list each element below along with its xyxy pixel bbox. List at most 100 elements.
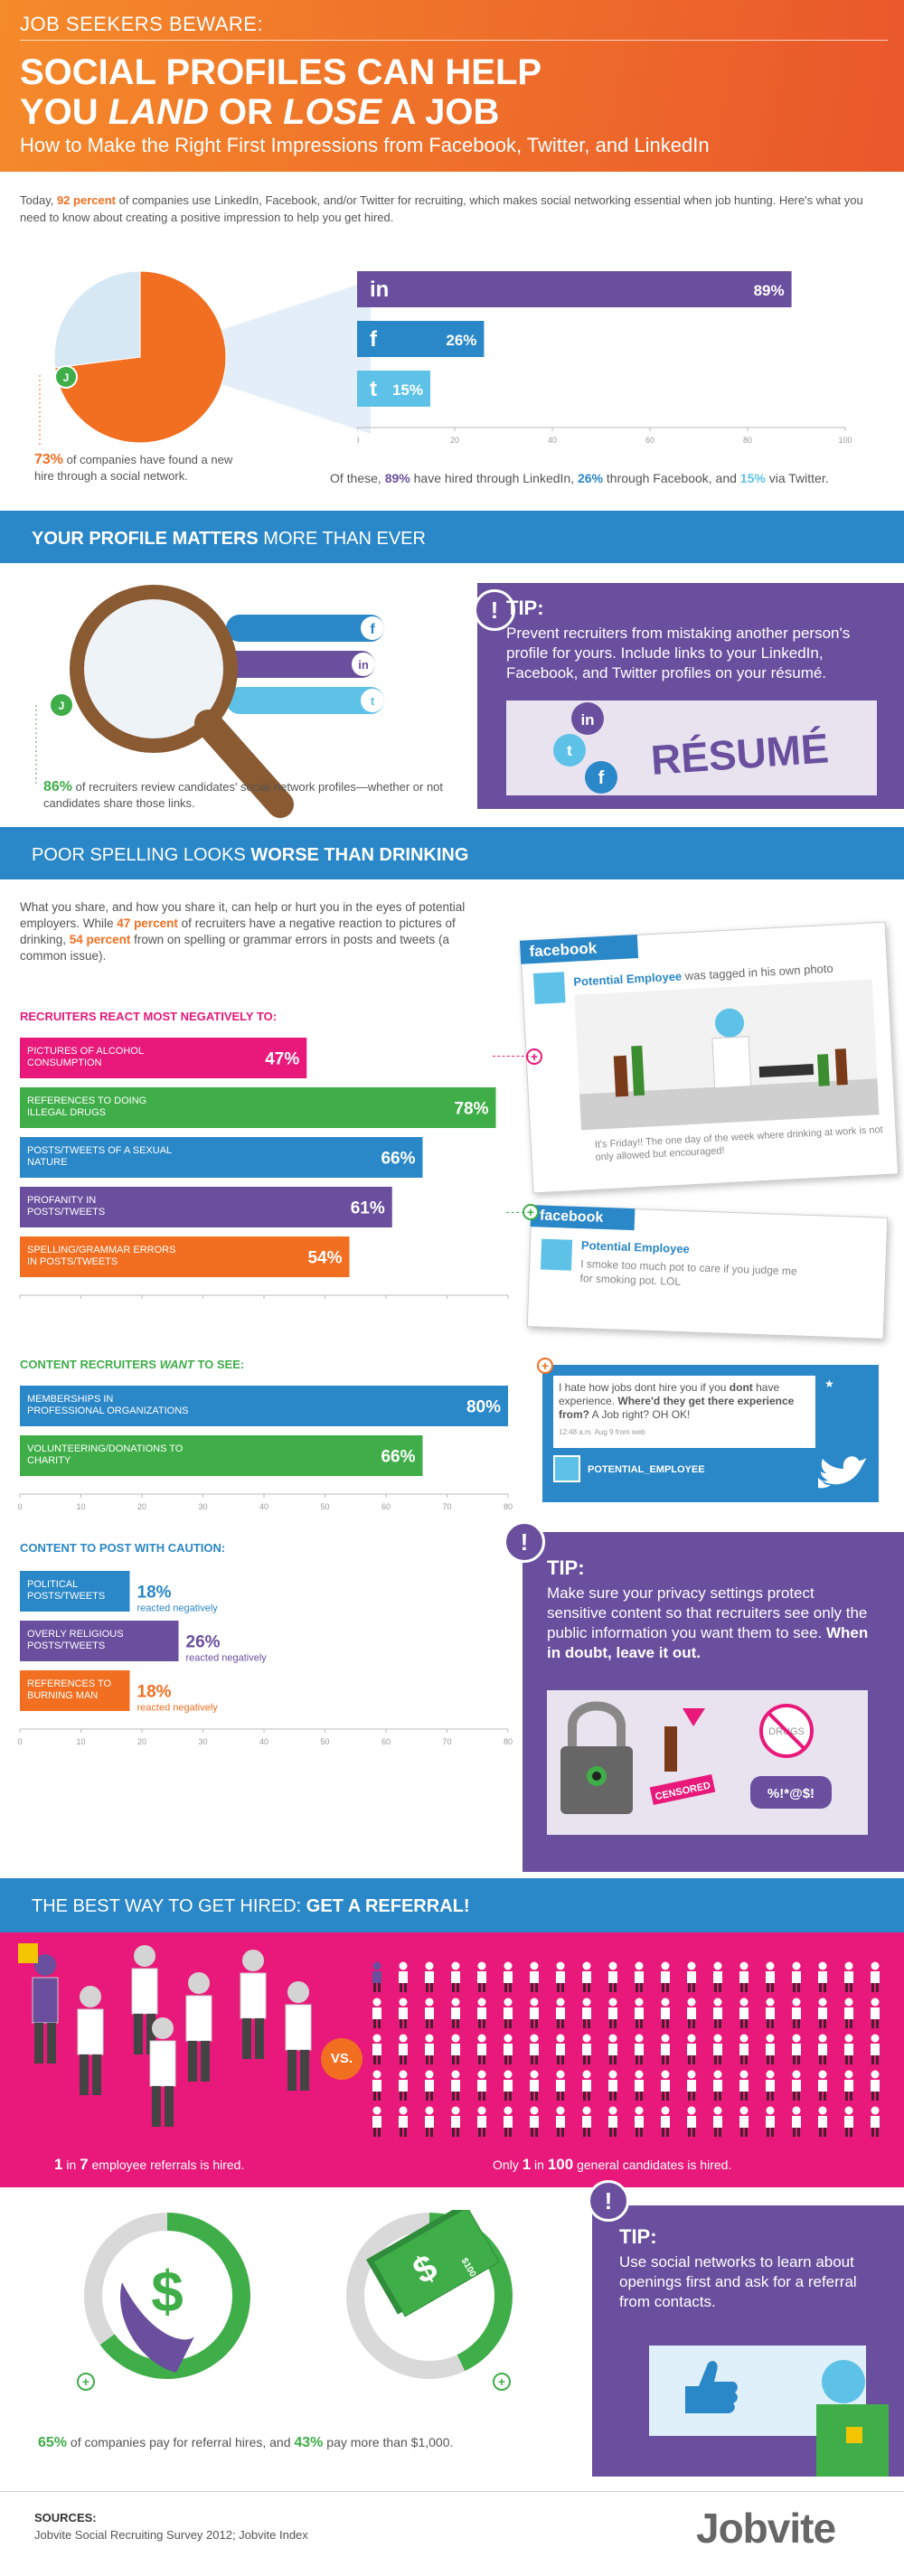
- candidate-figure-icon: [451, 1961, 460, 1992]
- candidate-leg: [688, 1983, 691, 1992]
- jobvite-badge-icon: [846, 2427, 862, 2443]
- want-title-italic: WANT: [159, 1358, 194, 1371]
- intro-part: frown on spelling or grammar errors in p…: [20, 933, 449, 963]
- candidate-leg: [509, 2092, 512, 2101]
- pay-part: pay more than $1,000.: [323, 2435, 454, 2449]
- candidate-leg: [640, 2092, 643, 2101]
- x-tick-label: 40: [259, 1737, 268, 1746]
- candidate-leg: [719, 2055, 721, 2064]
- candidate-head: [713, 2034, 722, 2043]
- candidate-leg: [509, 2128, 512, 2137]
- bar-value-label: 18%: [137, 1584, 172, 1603]
- candidate-leg: [771, 2055, 774, 2064]
- bar-icon-label: f: [370, 327, 378, 352]
- candidate-leg: [845, 2092, 848, 2101]
- x-tick-label: 20: [450, 436, 459, 445]
- candidate-leg: [767, 2128, 769, 2137]
- person-leg: [165, 2086, 174, 2127]
- candidate-figure-icon: [792, 2070, 801, 2101]
- candidate-head: [713, 2106, 722, 2115]
- candidate-head: [582, 2034, 591, 2043]
- candidate-leg: [797, 2128, 800, 2137]
- plus-marker-icon: [77, 2373, 95, 2391]
- twitter-icon: [361, 689, 384, 712]
- candidate-body: [399, 2044, 408, 2055]
- candidate-figure-icon: [477, 2034, 486, 2064]
- candidate-head: [871, 1961, 880, 1970]
- general-note: Only 1 in 100 general candidates is hire…: [493, 2156, 731, 2174]
- candidate-figure-icon: [608, 1998, 617, 2028]
- svg-text:+: +: [82, 2374, 89, 2389]
- candidate-head: [687, 1961, 696, 1970]
- candidate-body: [792, 2007, 801, 2019]
- candidate-head: [818, 1998, 827, 2007]
- candidate-leg: [531, 2092, 533, 2101]
- candidate-head: [635, 2070, 644, 2079]
- candidate-head: [608, 1961, 617, 1970]
- candidate-leg: [535, 1983, 538, 1992]
- candidate-body: [818, 2080, 827, 2092]
- candidate-leg: [850, 1983, 852, 1992]
- bar-category-line: CHARITY: [27, 1455, 71, 1466]
- candidate-head: [844, 2106, 853, 2115]
- candidate-figure-icon: [713, 1998, 722, 2028]
- candidate-leg: [457, 2019, 459, 2028]
- candidate-leg: [378, 2128, 381, 2137]
- person-body: [32, 1977, 59, 2024]
- tweet-bold: dont: [729, 1381, 753, 1394]
- candidate-head: [425, 1961, 434, 1970]
- person-leg: [152, 2086, 161, 2127]
- candidate-body: [504, 2007, 513, 2019]
- candidate-figure-icon: [582, 2070, 591, 2101]
- candidate-leg: [797, 2055, 800, 2064]
- candidate-figure-icon: [844, 1998, 853, 2028]
- candidate-body: [530, 2080, 539, 2092]
- want-title-part: TO SEE:: [193, 1358, 245, 1371]
- candidate-leg: [666, 1983, 669, 1992]
- candidate-leg: [614, 2055, 617, 2064]
- section-spelling: POOR SPELLING LOOKS WORSE THAN DRINKING: [0, 827, 904, 879]
- svg-text:f: f: [598, 768, 605, 788]
- candidate-head: [844, 2070, 853, 2079]
- candidate-figure-icon: [635, 1961, 644, 1992]
- bar-category-line: PICTURES OF ALCOHOL: [27, 1046, 144, 1057]
- referral-pay-note: 65% of companies pay for referral hires,…: [38, 2434, 453, 2451]
- candidate-head: [739, 2034, 749, 2043]
- title-part: A JOB: [381, 92, 500, 132]
- person-head: [80, 1986, 101, 2007]
- candidate-body: [556, 2007, 565, 2019]
- candidate-head: [844, 1998, 853, 2007]
- candidate-leg: [478, 1983, 481, 1992]
- candidate-leg: [588, 1983, 590, 1992]
- bar-category-label: OVERLY RELIGIOUS POSTS/TWEETS: [27, 1629, 124, 1651]
- candidate-figure-icon: [713, 2070, 722, 2101]
- candidate-figure-icon: [661, 1961, 670, 1992]
- candidate-head: [713, 2070, 722, 2079]
- person-figure-icon: [185, 1972, 212, 2082]
- bar-value-label: 26%: [186, 1633, 221, 1652]
- candidate-leg: [692, 2092, 695, 2101]
- person-figure-icon: [149, 2017, 176, 2127]
- x-tick-label: 80: [504, 1502, 513, 1511]
- candidate-body: [425, 2116, 434, 2128]
- facebook-logo: facebook: [519, 934, 639, 964]
- candidate-body: [687, 2080, 696, 2092]
- candidate-leg: [609, 2128, 612, 2137]
- candidate-body: [818, 2116, 827, 2128]
- candidate-leg: [483, 2055, 485, 2064]
- tweet-card: I hate how jobs dont hire you if you don…: [542, 1365, 879, 1502]
- candidate-leg: [373, 2128, 376, 2137]
- x-tick-label: 50: [320, 1502, 329, 1511]
- candidate-leg: [767, 2055, 769, 2064]
- candidate-body: [608, 2044, 617, 2055]
- candidate-leg: [378, 2019, 381, 2028]
- candidate-leg: [793, 2092, 796, 2101]
- twitter-bird-icon: [818, 1456, 866, 1489]
- candidate-head: [451, 2106, 460, 2115]
- avatar: [822, 2360, 865, 2403]
- candidate-body: [871, 2044, 880, 2055]
- person-leg: [287, 2050, 297, 2091]
- candidate-figure-icon: [504, 2106, 513, 2137]
- candidate-figure-icon: [530, 2106, 539, 2137]
- svg-text:+: +: [498, 2374, 505, 2389]
